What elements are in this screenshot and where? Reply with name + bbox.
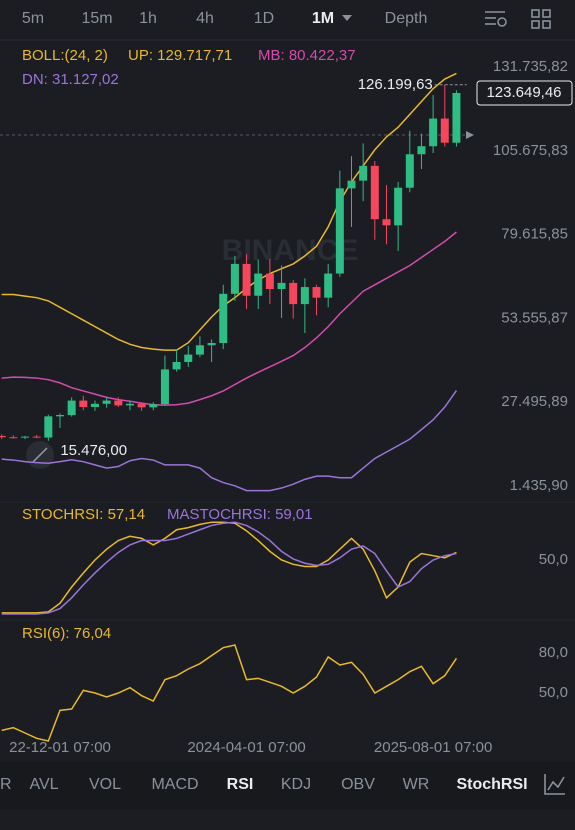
high-label: 126.199,63 xyxy=(358,76,433,93)
candle-body xyxy=(359,165,368,181)
candle-body xyxy=(289,282,298,305)
low-label: 15.476,00 xyxy=(60,442,127,459)
candle-body xyxy=(265,273,274,289)
bottom-strip xyxy=(0,810,575,830)
candle-body xyxy=(312,287,321,298)
candle-body xyxy=(21,436,30,438)
interval-tab[interactable]: 1h xyxy=(139,10,157,27)
y-tick-label: 50,0 xyxy=(539,551,568,568)
indicator-tab[interactable]: RSI xyxy=(227,776,254,793)
candle-body xyxy=(137,403,146,408)
candle-body xyxy=(230,263,239,294)
boll-line xyxy=(1,72,457,351)
candle-body xyxy=(9,437,18,439)
candle-body xyxy=(207,343,216,346)
candle-body xyxy=(149,404,158,408)
candle-body xyxy=(347,180,356,189)
chart-icon[interactable] xyxy=(544,774,565,795)
candle-body xyxy=(102,400,111,404)
interval-tab[interactable]: 15m xyxy=(81,10,112,27)
boll-line xyxy=(1,231,457,406)
candle-body xyxy=(440,118,449,143)
y-tick-label: 1.435,90 xyxy=(510,477,568,494)
candle-body xyxy=(44,416,53,438)
indicator-tab[interactable]: StochRSI xyxy=(456,776,527,793)
y-tick-label: 80,0 xyxy=(539,644,568,661)
indicator-tab[interactable]: OBV xyxy=(341,776,375,793)
y-tick-label: 53.555,87 xyxy=(501,309,568,326)
y-tick-label: 79.615,85 xyxy=(501,226,568,243)
interval-tab[interactable]: 5m xyxy=(22,10,44,27)
legend-item: MASTOCHRSI: 59,01 xyxy=(167,506,313,523)
indicator-tab[interactable]: VOL xyxy=(89,776,121,793)
candle-body xyxy=(0,435,6,438)
candle-body xyxy=(254,273,263,296)
interval-tab[interactable]: 4h xyxy=(196,10,214,27)
indicator-line xyxy=(1,644,458,742)
y-tick-label: 105.675,83 xyxy=(493,142,568,159)
candle-body xyxy=(172,361,181,370)
y-tick-label: 50,0 xyxy=(539,684,568,701)
candle-body xyxy=(79,400,88,408)
legend-item: BOLL:(24, 2) xyxy=(22,47,108,64)
candle-body xyxy=(160,369,169,405)
interval-tab[interactable]: 1D xyxy=(254,10,274,27)
candle-body xyxy=(277,282,286,289)
candle-body xyxy=(125,403,134,406)
watermark: BINANCE xyxy=(222,234,359,267)
expand-icon[interactable] xyxy=(26,441,54,469)
dropdown-arrow xyxy=(342,15,352,21)
candle-body xyxy=(32,436,41,438)
candle-body xyxy=(335,188,344,274)
candle-body xyxy=(184,354,193,362)
indicator-tab[interactable]: AVL xyxy=(29,776,58,793)
interval-tab[interactable]: 1M xyxy=(312,10,334,27)
settings-icon[interactable] xyxy=(485,11,507,27)
candle-body xyxy=(417,146,426,155)
candle-body xyxy=(242,263,251,296)
candle-body xyxy=(300,287,309,305)
legend-item: DN: 31.127,02 xyxy=(22,71,119,88)
legend-item: MB: 80.422,37 xyxy=(258,47,356,64)
candle-body xyxy=(370,165,379,220)
indicator-tab[interactable]: WR xyxy=(403,776,430,793)
candle-body xyxy=(452,93,461,143)
last-price-label: 123.649,46 xyxy=(486,84,561,101)
x-tick-label: 2025-08-01 07:00 xyxy=(374,739,492,756)
candle-body xyxy=(394,187,403,226)
x-tick-label: 2024-04-01 07:00 xyxy=(187,739,305,756)
indicator-tab[interactable]: KDJ xyxy=(281,776,311,793)
legend-item: RSI(6): 76,04 xyxy=(22,625,111,642)
candle-body xyxy=(195,345,204,355)
price-arrow xyxy=(466,131,474,139)
y-tick-label: 131.735,82 xyxy=(493,58,568,75)
candle-body xyxy=(219,293,228,344)
indicator-line xyxy=(1,521,457,615)
depth-tab[interactable]: Depth xyxy=(385,10,428,27)
candle-body xyxy=(67,400,76,416)
legend-item: STOCHRSI: 57,14 xyxy=(22,506,145,523)
layout-icon[interactable] xyxy=(531,9,551,29)
boll-line xyxy=(1,390,458,492)
candle-body xyxy=(382,219,391,226)
y-tick-label: 27.495,89 xyxy=(501,393,568,410)
candle-body xyxy=(429,118,438,147)
candle-body xyxy=(56,415,64,417)
candle-body xyxy=(90,403,99,408)
legend-item: UP: 129.717,71 xyxy=(128,47,232,64)
last-price-box xyxy=(476,80,573,106)
indicator-tab[interactable]: MACD xyxy=(151,776,198,793)
x-tick-label: 22-12-01 07:00 xyxy=(9,739,111,756)
candle-body xyxy=(114,400,123,406)
candle-body xyxy=(324,273,333,298)
indicator-tab[interactable]: R xyxy=(0,776,12,793)
candle-body xyxy=(405,154,414,188)
